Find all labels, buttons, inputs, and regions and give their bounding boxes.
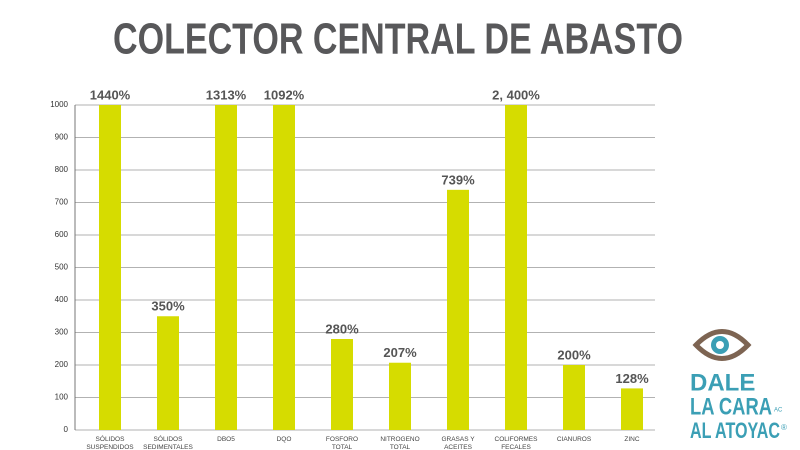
- bar: [621, 388, 643, 430]
- y-tick-label: 100: [55, 393, 69, 402]
- value-label: 1440%: [90, 87, 131, 102]
- x-tick-label: NITROGENO TOTAL: [380, 436, 420, 450]
- value-label: 350%: [151, 299, 185, 314]
- logo-eye: [692, 329, 752, 361]
- x-tick-label: GRASAS Y ACEITES: [441, 436, 475, 450]
- bar: [331, 339, 353, 430]
- value-label: 1313%: [206, 87, 247, 102]
- logo-text: AL ATOYAC: [690, 418, 780, 443]
- y-tick-label: 300: [55, 328, 69, 337]
- y-tick-label: 0: [64, 425, 69, 434]
- value-label: 2, 400%: [492, 87, 540, 102]
- value-label: 128%: [615, 371, 649, 386]
- x-tick-label: FOSFORO TOTAL: [325, 436, 359, 450]
- logo-pupil: [716, 341, 724, 349]
- y-tick-label: 700: [55, 198, 69, 207]
- bar: [157, 316, 179, 430]
- bar: [99, 105, 121, 430]
- x-tick-label: SÓLIDOS SEDIMENTALES: [143, 436, 193, 450]
- logo-text: DALE: [690, 369, 755, 396]
- value-label: 200%: [557, 347, 591, 362]
- logo: DALE LA CARA AC AL ATOYAC ®: [690, 329, 787, 443]
- y-tick-label: 200: [55, 360, 69, 369]
- y-tick-label: 600: [55, 230, 69, 239]
- bar: [563, 365, 585, 430]
- x-tick-label: ZINC: [624, 436, 640, 443]
- x-tick-label: DQO: [276, 436, 292, 443]
- x-tick-label: COLIFORMES FECALES: [494, 436, 538, 450]
- x-tick-label: SÓLIDOS SUSPENDIDOS: [86, 436, 134, 450]
- bar: [215, 105, 237, 431]
- chart-title: COLECTOR CENTRAL DE ABASTO: [113, 15, 683, 64]
- y-tick-label: 800: [55, 165, 69, 174]
- y-tick-label: 900: [55, 133, 69, 142]
- x-tick-label: CIANUROS: [556, 436, 592, 443]
- logo-text: LA CARA: [690, 393, 772, 420]
- y-tick-label: 400: [55, 295, 69, 304]
- bar: [447, 189, 469, 430]
- bar: [389, 362, 411, 430]
- value-label: 207%: [383, 345, 417, 360]
- y-tick-label: 1000: [50, 100, 68, 109]
- x-tick-label: DBO5: [217, 436, 235, 443]
- value-label: 739%: [441, 172, 475, 187]
- bars: [99, 105, 643, 431]
- value-label: 280%: [325, 321, 359, 336]
- bar: [273, 105, 295, 430]
- y-tick-label: 500: [55, 263, 69, 272]
- logo-mark: ®: [781, 423, 787, 432]
- logo-suffix: AC: [774, 408, 783, 414]
- bar: [505, 105, 527, 430]
- value-label: 1092%: [264, 87, 305, 102]
